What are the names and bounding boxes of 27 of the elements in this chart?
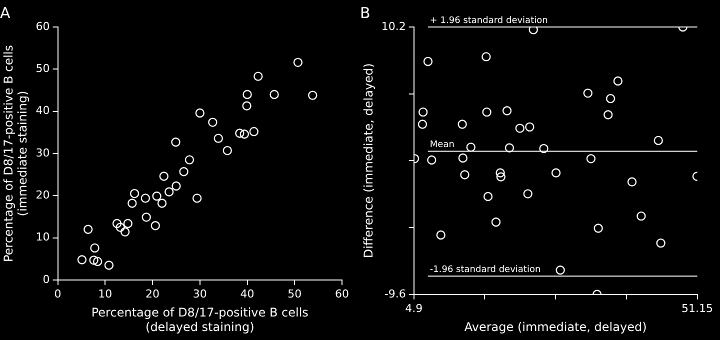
chart-title: B [360, 4, 370, 22]
x-tick-label: 10 [98, 287, 112, 300]
y-tick-label: 10 [36, 230, 50, 244]
y-tick-label: 30 [36, 146, 50, 160]
chart-title: A [0, 4, 11, 22]
y-axis-title: Percentage of D8/17-positive B cells (immediate staining) [1, 44, 30, 262]
y-tick-label: 40 [36, 104, 50, 118]
y-tick-label: 20 [36, 188, 50, 202]
x-tick-label: 30 [192, 287, 207, 300]
x-tick-label: 50 [288, 287, 302, 300]
y-tick-label: 50 [36, 62, 50, 76]
y-tick-label: 60 [36, 20, 50, 33]
x-tick-label: 51.15 [682, 302, 714, 315]
x-tick-label: 60 [335, 287, 349, 300]
y-axis-title: Difference (immediate, delayed) [361, 63, 376, 258]
x-tick-label: 0 [54, 287, 62, 300]
y-tick-label: 10.2 [381, 20, 406, 33]
ref-line-label: Mean [430, 140, 454, 150]
x-tick-label: 20 [146, 287, 160, 300]
ref-line-label: + 1.96 standard deviation [430, 16, 548, 26]
ref-line-label: -1.96 standard deviation [430, 265, 541, 276]
y-tick-label: 0 [42, 272, 50, 286]
x-axis-title: Percentage of D8/17-positive B cells (delayed staining) [91, 306, 308, 334]
y-tick-label: -9.6 [384, 287, 406, 300]
x-tick-label: 40 [240, 287, 254, 300]
x-axis-title: Average (immediate, delayed) [464, 320, 647, 334]
x-tick-label: 4.9 [405, 302, 423, 315]
